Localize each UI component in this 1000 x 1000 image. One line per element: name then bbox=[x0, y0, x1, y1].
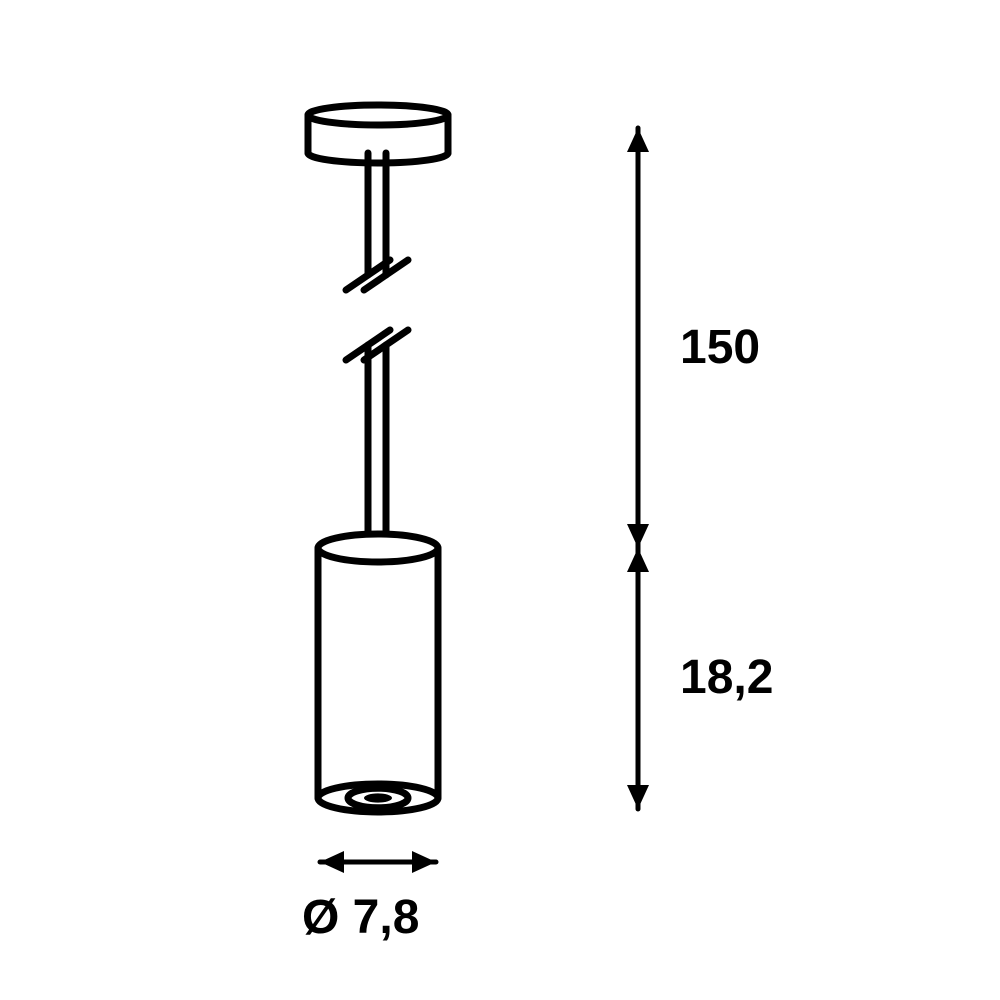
diagram-stage: 150 18,2 Ø 7,8 bbox=[0, 0, 1000, 1000]
dim-label-lower: 18,2 bbox=[680, 650, 773, 705]
dim-label-upper: 150 bbox=[680, 320, 760, 375]
dim-label-diameter: Ø 7,8 bbox=[302, 890, 419, 945]
diagram-svg bbox=[0, 0, 1000, 1000]
